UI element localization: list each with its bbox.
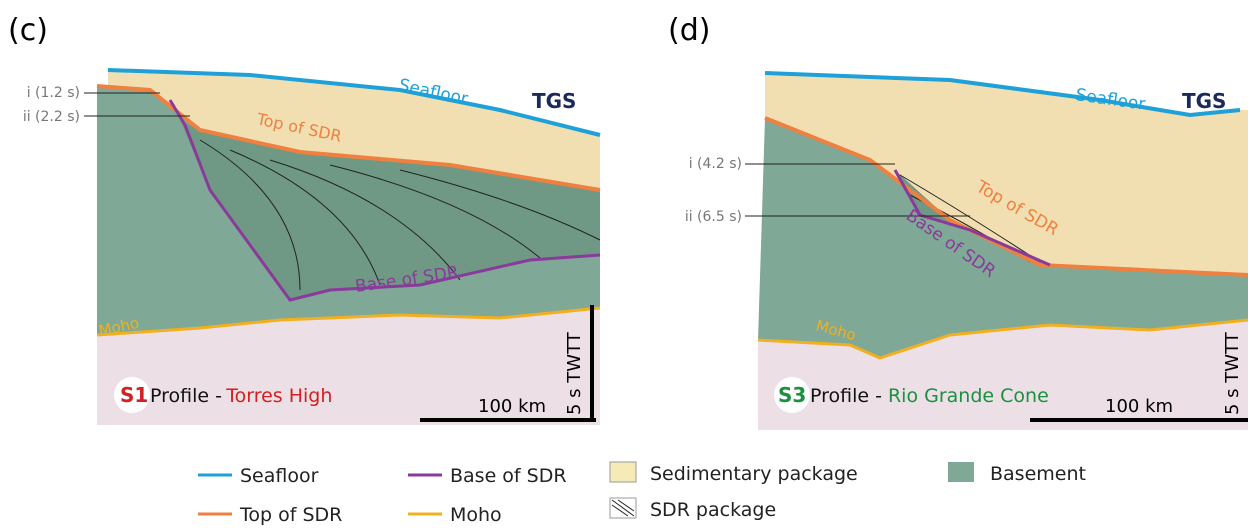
legend-label: Basement xyxy=(990,463,1086,485)
hatch-line xyxy=(611,499,635,517)
legend-label: Seafloor xyxy=(240,465,319,487)
reflector xyxy=(899,174,1041,263)
top-sdr-line xyxy=(96,84,601,192)
seafloor-line xyxy=(107,68,601,137)
legend-label: Top of SDR xyxy=(239,504,342,526)
lower-crust xyxy=(97,308,600,425)
profile-badge xyxy=(114,377,150,413)
basement xyxy=(758,118,1248,358)
profile-id: S1 xyxy=(120,383,148,407)
legend-label: Moho xyxy=(450,504,502,526)
logo: TGS xyxy=(532,89,576,113)
reflector xyxy=(269,159,461,281)
profile-badge xyxy=(774,377,810,413)
logo: TGS xyxy=(1182,89,1226,113)
profile-text: Profile - Rio Grande Cone xyxy=(810,385,1049,407)
reflector xyxy=(329,164,541,259)
scale-label: 5 s TWTT xyxy=(564,331,585,415)
legend-label: Sedimentary package xyxy=(650,463,858,485)
legend-label: SDR package xyxy=(650,499,776,521)
top-sdr-line xyxy=(764,116,1248,277)
profile-word: Profile - xyxy=(150,385,221,407)
legend-hatch xyxy=(611,499,635,517)
marker-label: ii (6.5 s) xyxy=(685,209,742,225)
scale-label: 5 s TWTT xyxy=(1222,331,1243,415)
location: Rio Grande Cone xyxy=(888,385,1049,407)
scale-label: 100 km xyxy=(1105,396,1173,417)
reflector xyxy=(399,169,601,241)
hatch-line xyxy=(611,504,629,517)
panel-d: (d) i (4.2 s) ii (6.5 s) Seafloor TGS To… xyxy=(668,13,1248,430)
profile-word: Profile - xyxy=(810,385,882,407)
lower-crust xyxy=(758,320,1248,430)
moho-line xyxy=(96,306,601,337)
location: Torres High xyxy=(225,385,332,407)
seafloor-line xyxy=(764,71,1241,118)
marker-label: ii (2.2 s) xyxy=(23,109,80,125)
sediment xyxy=(108,70,600,190)
sdr-reflectors xyxy=(199,139,601,291)
marker-label: i (4.2 s) xyxy=(689,156,742,172)
panel-label: (c) xyxy=(8,13,48,48)
profile-id: S3 xyxy=(778,383,806,407)
marker-label: i (1.2 s) xyxy=(27,85,80,101)
legend-swatch xyxy=(948,462,974,482)
moho-line xyxy=(757,318,1248,360)
profile-text: Profile - Torres High xyxy=(150,385,332,407)
scale-label: 100 km xyxy=(478,396,546,417)
base-sdr-line xyxy=(168,99,601,302)
sediment xyxy=(765,73,1248,275)
legend: Seafloor Top of SDR Base of SDR Moho Sed… xyxy=(198,461,1086,526)
reflector xyxy=(199,139,301,291)
base-sdr-line xyxy=(893,169,1051,267)
hatch-line xyxy=(617,499,635,512)
panel-label: (d) xyxy=(668,13,710,48)
legend-label: Base of SDR xyxy=(450,465,567,487)
legend-swatch xyxy=(609,461,637,483)
panel-c: (c) i (1.2 s) ii (2.2 s) Seafloor TGS To… xyxy=(8,13,601,425)
reflector xyxy=(229,149,381,286)
